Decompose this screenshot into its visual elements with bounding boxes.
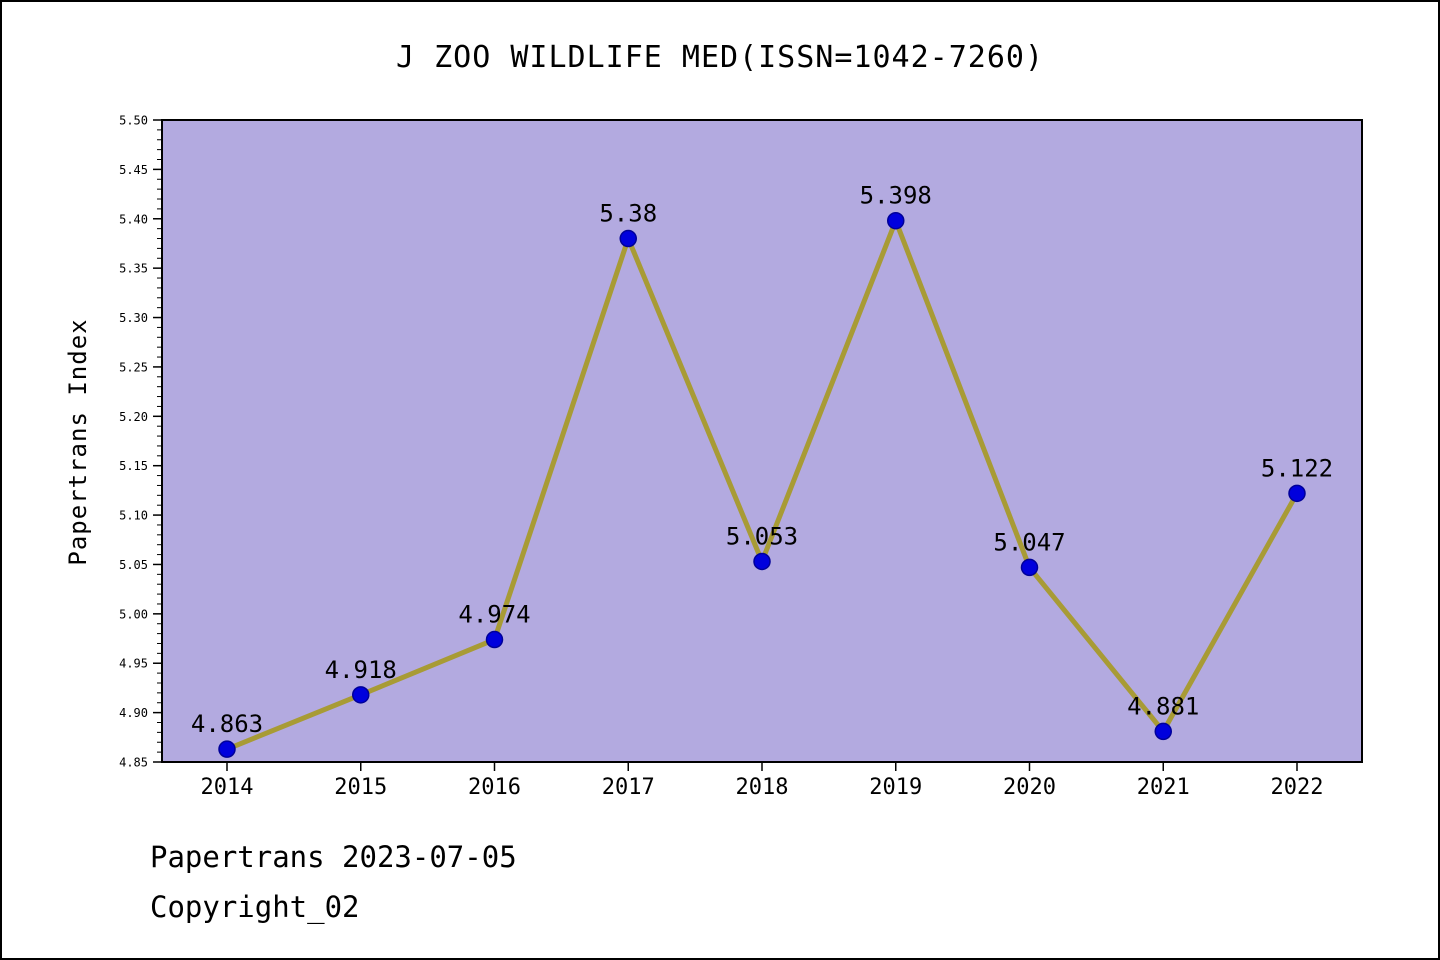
data-point: [887, 211, 905, 230]
data-point: [1288, 484, 1306, 503]
data-point: [218, 740, 236, 758]
svg-text:2022: 2022: [1271, 775, 1324, 800]
svg-text:5.50: 5.50: [119, 114, 148, 128]
point-value-label: 5.398: [860, 182, 932, 210]
svg-text:5.25: 5.25: [119, 360, 148, 374]
data-point: [1020, 558, 1039, 577]
svg-text:5.15: 5.15: [119, 459, 148, 473]
data-point: [352, 686, 370, 704]
chart-title: J ZOO WILDLIFE MED(ISSN=1042-7260): [395, 40, 1045, 75]
data-point: [753, 552, 771, 571]
svg-text:4.95: 4.95: [119, 657, 148, 671]
svg-text:5.10: 5.10: [119, 509, 148, 523]
point-value-label: 4.918: [325, 656, 397, 684]
point-value-label: 4.881: [1127, 692, 1199, 720]
point-value-label: 5.38: [599, 200, 657, 228]
svg-text:2014: 2014: [201, 775, 254, 800]
y-axis: 4.85 4.90 4.95 5.00 5.05 5.10 5.15 5.20 5.25 5.30…: [119, 114, 162, 770]
svg-text:2017: 2017: [602, 775, 655, 800]
data-point: [485, 630, 504, 649]
footer-date: Papertrans 2023-07-05: [150, 840, 517, 874]
svg-text:2021: 2021: [1137, 775, 1190, 800]
svg-text:2015: 2015: [334, 775, 387, 800]
point-value-label: 5.053: [726, 522, 798, 550]
svg-text:5.40: 5.40: [119, 212, 148, 226]
svg-text:4.85: 4.85: [119, 756, 148, 770]
point-value-label: 5.047: [993, 528, 1065, 556]
data-point: [619, 229, 637, 248]
svg-text:2019: 2019: [869, 775, 922, 800]
svg-text:2020: 2020: [1003, 775, 1056, 800]
data-point: [1154, 722, 1172, 741]
svg-text:5.45: 5.45: [119, 163, 148, 177]
svg-text:2018: 2018: [736, 775, 789, 800]
svg-text:4.90: 4.90: [119, 706, 148, 720]
point-value-label: 4.974: [458, 601, 530, 629]
point-value-label: 5.122: [1261, 454, 1333, 482]
svg-text:5.05: 5.05: [119, 558, 148, 572]
svg-text:5.30: 5.30: [119, 311, 148, 325]
svg-text:5.00: 5.00: [119, 607, 148, 621]
svg-text:5.20: 5.20: [119, 410, 148, 424]
svg-text:2016: 2016: [468, 775, 521, 800]
footer-copyright: Copyright_02: [150, 890, 360, 924]
plot-area: [161, 119, 1363, 763]
x-axis: 2014 2015 2016 2017 2018 2019 2020 2021 2022: [201, 762, 1324, 800]
data-points: 4.863 4.918 4.974 5.38 5.053 5.398 5.047 4.881 5…: [191, 182, 1333, 758]
svg-text:5.35: 5.35: [119, 262, 148, 276]
point-value-label: 4.863: [191, 710, 263, 738]
